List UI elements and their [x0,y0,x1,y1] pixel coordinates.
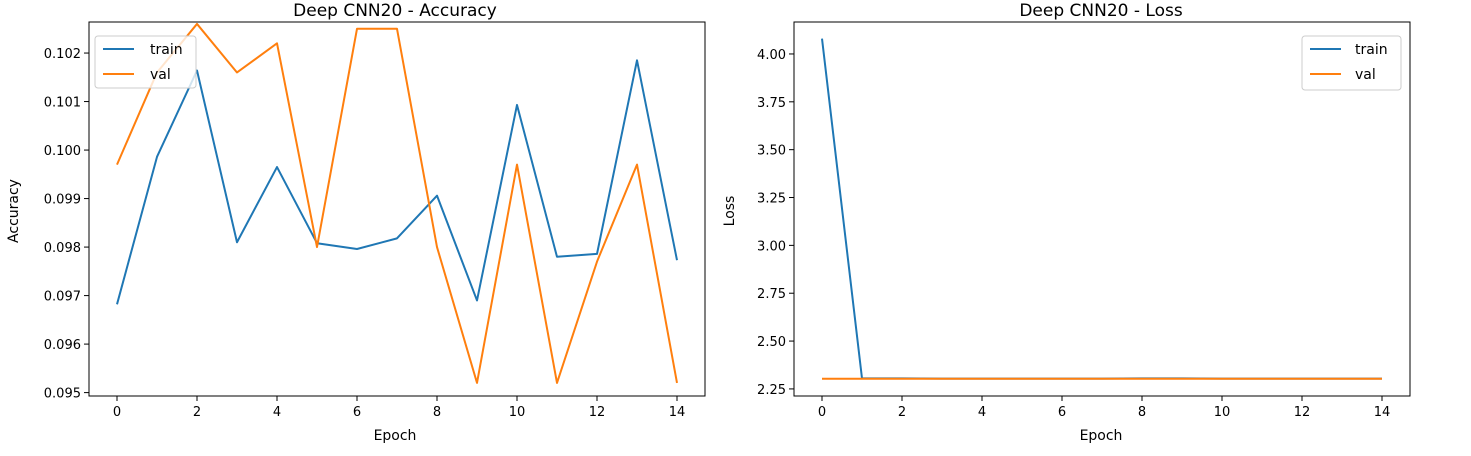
legend-train-label: train [150,42,183,58]
y-tick-label: 2.25 [757,383,786,398]
legend-val-label: val [1355,67,1376,83]
y-tick-label: 0.097 [44,290,81,305]
x-tick-label: 6 [353,405,361,420]
y-tick-label: 0.100 [44,144,81,159]
chart-title: Deep CNN20 - Accuracy [293,1,497,21]
x-tick-label: 0 [818,405,826,420]
y-tick-label: 0.096 [44,338,81,353]
y-tick-label: 0.099 [44,193,81,208]
legend: train val [94,35,197,89]
legend-train-label: train [1355,42,1388,58]
x-tick-label: 4 [978,405,986,420]
x-tick-label: 8 [1138,405,1146,420]
legend-val-label: val [150,67,171,83]
x-tick-label: 6 [1058,405,1066,420]
y-tick-label: 3.75 [757,96,786,111]
plot-frame [793,21,1411,397]
x-tick-label: 12 [1294,405,1311,420]
x-tick-label: 14 [669,405,686,420]
series-layer [116,22,678,384]
x-tick-label: 2 [193,405,201,420]
x-axis-label: Epoch [374,428,417,444]
legend: train val [1301,35,1402,91]
y-tick-label: 3.00 [757,239,786,254]
y-tick-label: 0.101 [44,96,81,111]
series-layer [821,38,1382,380]
y-tick-label: 3.25 [757,192,786,207]
y-tick-label: 0.098 [44,241,81,256]
tick-layer: 0 2 4 6 8 10 12 14 0.095 0.096 0.097 0.098 0.099 0.10… [44,47,685,420]
plot-frame [88,21,706,397]
tick-layer: 0 2 4 6 8 10 12 14 2.25 2.50 2.75 3.00 3.25 3.50 3.75 4… [757,48,1390,420]
x-tick-label: 12 [589,405,606,420]
x-tick-label: 10 [509,405,526,420]
y-axis-label: Loss [722,196,738,227]
y-tick-label: 3.50 [757,144,786,159]
y-axis-label: Accuracy [6,179,22,243]
y-tick-label: 2.50 [757,335,786,350]
x-tick-label: 0 [113,405,121,420]
y-tick-label: 2.75 [757,287,786,302]
x-tick-label: 4 [273,405,281,420]
y-tick-label: 4.00 [757,48,786,63]
x-tick-label: 2 [898,405,906,420]
x-tick-label: 8 [433,405,441,420]
accuracy-chart: Deep CNN20 - Accuracy Epoch Accuracy 0 2 4… [6,1,706,444]
x-tick-label: 14 [1374,405,1391,420]
x-axis-label: Epoch [1080,428,1123,444]
chart-title: Deep CNN20 - Loss [1019,1,1183,21]
x-tick-label: 10 [1214,405,1231,420]
y-tick-label: 0.095 [44,387,81,402]
series-line-val [116,22,678,384]
loss-chart: Deep CNN20 - Loss Epoch Loss 0 2 4 6 8 10 12 14… [722,1,1411,444]
series-line-train [116,59,678,305]
y-tick-label: 0.102 [44,47,81,62]
